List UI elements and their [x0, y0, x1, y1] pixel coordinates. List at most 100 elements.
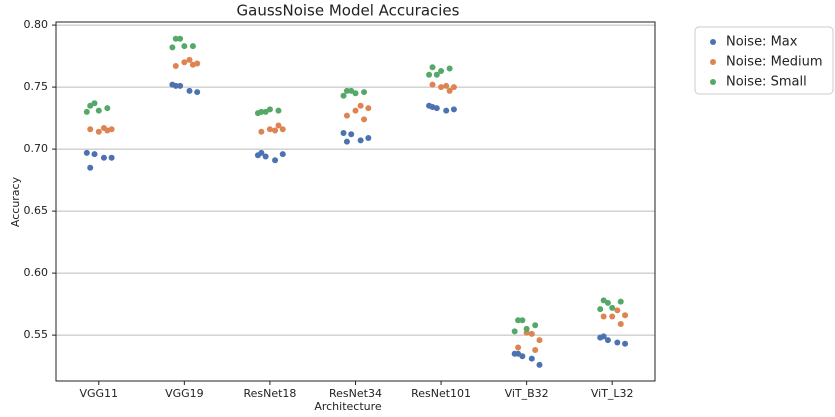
point: [429, 81, 436, 88]
point: [429, 64, 436, 71]
x-tick-label: ResNet34: [329, 387, 382, 400]
point: [343, 138, 350, 145]
point: [348, 131, 355, 138]
point: [604, 337, 611, 344]
point: [443, 82, 450, 89]
point: [87, 164, 94, 171]
point: [108, 154, 115, 161]
point: [262, 108, 269, 115]
point: [450, 106, 457, 113]
point: [597, 306, 604, 313]
point: [438, 67, 445, 74]
legend-text: Noise: Medium: [726, 55, 823, 70]
point: [519, 317, 526, 324]
point: [275, 107, 282, 114]
point: [87, 126, 94, 133]
point: [600, 313, 607, 320]
point: [429, 103, 436, 110]
point: [515, 350, 522, 357]
point: [446, 65, 453, 72]
point: [443, 107, 450, 114]
point: [614, 339, 621, 346]
point: [181, 43, 188, 50]
point: [340, 129, 347, 136]
point: [104, 105, 111, 112]
point: [609, 313, 616, 320]
point: [528, 355, 535, 362]
x-tick-label: ViT_L32: [591, 387, 634, 400]
point: [169, 44, 176, 51]
point: [352, 107, 359, 114]
point: [258, 128, 265, 135]
point: [426, 71, 433, 78]
point: [614, 307, 621, 314]
point: [266, 126, 273, 133]
point: [446, 87, 453, 94]
point: [609, 304, 616, 311]
x-tick-label: ResNet18: [243, 387, 296, 400]
point: [104, 127, 111, 134]
point: [536, 337, 543, 344]
point: [357, 137, 364, 144]
point: [279, 126, 286, 133]
legend-text: Noise: Max: [726, 35, 798, 50]
x-axis-label: Architecture: [314, 400, 382, 413]
point: [181, 59, 188, 66]
x-tick-label: VGG19: [165, 387, 204, 400]
y-tick-label: 0.80: [24, 18, 49, 31]
point: [617, 320, 624, 327]
legend-marker: [710, 79, 716, 85]
point: [532, 322, 539, 329]
point: [536, 361, 543, 368]
legend-marker: [710, 59, 716, 65]
point: [258, 149, 265, 156]
point: [95, 128, 102, 135]
point: [511, 328, 518, 335]
point: [83, 149, 90, 156]
chart-title: GaussNoise Model Accuracies: [237, 2, 460, 20]
point: [279, 151, 286, 158]
x-tick-label: ViT_B32: [505, 387, 549, 400]
point: [272, 127, 279, 134]
point: [361, 116, 368, 123]
point: [617, 298, 624, 305]
legend-marker: [710, 39, 716, 45]
point: [622, 312, 629, 319]
y-tick-label: 0.75: [24, 80, 49, 93]
point: [95, 107, 102, 114]
x-tick-label: VGG11: [79, 387, 118, 400]
point: [177, 35, 184, 42]
point: [528, 330, 535, 337]
point: [361, 89, 368, 96]
legend-text: Noise: Small: [726, 75, 807, 90]
point: [172, 63, 179, 70]
plot-frame: [55, 21, 656, 382]
point: [83, 108, 90, 115]
point: [365, 134, 372, 141]
point: [438, 84, 445, 91]
point: [172, 82, 179, 89]
point: [186, 87, 193, 94]
y-axis-label: Accuracy: [9, 176, 22, 227]
point: [365, 105, 372, 112]
point: [177, 82, 184, 89]
point: [600, 333, 607, 340]
x-tick-label: ResNet101: [411, 387, 471, 400]
point: [254, 110, 261, 117]
point: [523, 325, 530, 332]
point: [515, 344, 522, 351]
y-tick-label: 0.60: [24, 266, 49, 279]
point: [622, 340, 629, 347]
point: [357, 102, 364, 109]
point: [532, 346, 539, 353]
point: [343, 112, 350, 119]
point: [91, 151, 98, 158]
point: [433, 71, 440, 78]
legend-box: [694, 26, 834, 95]
point: [348, 87, 355, 94]
point: [100, 154, 107, 161]
point: [172, 35, 179, 42]
point: [189, 43, 196, 50]
point: [91, 100, 98, 107]
